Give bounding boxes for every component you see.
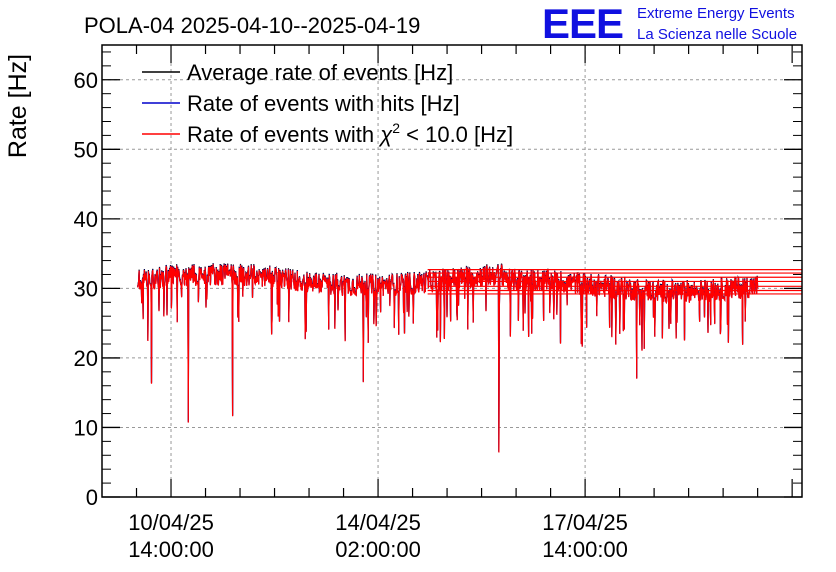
y-tick-labels: 0 10 20 30 40 50 60 [74,68,98,510]
y-tick-label: 60 [74,68,98,93]
axis-ticks [102,45,802,498]
x-tick-date: 17/04/25 [542,510,628,535]
legend-chi2: Rate of events with χ2 < 10.0 [Hz] [187,120,513,147]
logo-mark: EEE [542,0,623,47]
legend-average: Average rate of events [Hz] [187,60,453,85]
legend-chi2-sup: 2 [392,120,400,136]
logo-line-1: Extreme Energy Events [637,5,795,22]
x-tick-date: 10/04/25 [128,510,214,535]
chart-title: POLA-04 2025-04-10--2025-04-19 [84,13,420,38]
y-tick-label: 50 [74,137,98,162]
legend-hits: Rate of events with hits [Hz] [187,91,460,116]
legend-chi2-prefix: Rate of events with [187,122,380,147]
plot-frame [101,44,803,498]
legend-chi2-suffix: < 10.0 [Hz] [400,122,513,147]
data-series [137,263,802,453]
grid-lines [102,45,802,497]
logo-line-2: La Scienza nelle Scuole [637,26,797,43]
x-tick-labels: 10/04/2514:00:0014/04/2502:00:0017/04/25… [128,510,628,562]
y-tick-label: 20 [74,346,98,371]
y-tick-label: 40 [74,207,98,232]
x-tick-time: 14:00:00 [542,537,628,562]
y-axis-label: Rate [Hz] [4,54,32,158]
y-tick-label: 30 [74,276,98,301]
y-tick-label: 10 [74,415,98,440]
x-tick-time: 02:00:00 [335,537,421,562]
eee-logo: EEE Extreme Energy Events La Scienza nel… [542,0,797,47]
x-tick-date: 14/04/25 [335,510,421,535]
x-tick-time: 14:00:00 [128,537,214,562]
legend: Average rate of events [Hz] Rate of even… [142,60,513,147]
legend-chi2-chi: χ [378,122,393,147]
y-tick-label: 0 [86,485,98,510]
